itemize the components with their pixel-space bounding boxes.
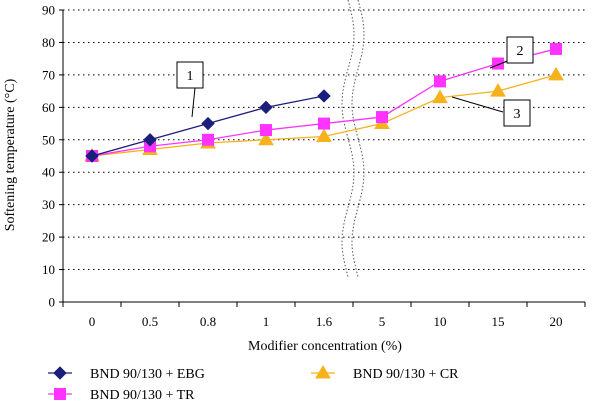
series-triangle (84, 66, 564, 162)
data-point (260, 124, 272, 137)
x-tick-label: 10 (434, 314, 447, 329)
y-axis-label: Softening temperature (°C) (3, 78, 18, 231)
callout-leader (451, 96, 504, 113)
y-tick-labels: 0 10 20 30 40 50 60 70 80 90 (42, 3, 55, 310)
y-tick-label: 30 (42, 197, 55, 212)
legend-item: BND 90/130 + CR (311, 365, 459, 382)
data-point (202, 133, 214, 146)
data-point (258, 131, 274, 146)
data-point (318, 117, 330, 130)
y-tick-label: 0 (49, 295, 56, 310)
series-line (91, 74, 557, 157)
data-point (317, 89, 331, 103)
x-tick-label: 0.5 (142, 314, 158, 329)
data-point (490, 83, 506, 97)
data-point (201, 116, 215, 131)
axes (59, 9, 586, 307)
x-tick-label: 0 (89, 314, 96, 329)
axis-break-line (341, 0, 355, 279)
grid-lines (63, 9, 585, 271)
legend-marker (53, 366, 67, 380)
x-tick-label: 0.8 (200, 314, 216, 329)
callout-label: 1 (187, 69, 194, 84)
callouts: 1 2 3 (176, 36, 534, 127)
y-tick-label: 70 (42, 67, 55, 82)
y-tick-label: 60 (42, 100, 55, 115)
x-tick-label: 5 (379, 314, 386, 329)
legend-label: BND 90/130 + EBG (90, 367, 205, 382)
series-diamond (85, 89, 331, 163)
y-tick-label: 40 (42, 165, 55, 180)
data-point (376, 111, 388, 124)
data-point (548, 66, 564, 81)
x-tick-labels: 0 0.5 0.8 1 1.6 5 10 15 20 (89, 314, 563, 329)
callout-box (176, 61, 204, 89)
legend-marker (54, 388, 66, 400)
y-tick-label: 20 (42, 230, 55, 245)
legend-label: BND 90/130 + CR (353, 367, 459, 382)
y-tick-label: 80 (42, 35, 55, 50)
data-point (259, 100, 273, 115)
axis-break (341, 0, 365, 279)
series-group (84, 42, 564, 163)
y-tick-label: 10 (42, 262, 55, 277)
x-tick-label: 20 (550, 314, 563, 329)
data-point (143, 133, 157, 147)
x-tick-label: 1 (263, 314, 270, 329)
legend-marker (315, 365, 331, 379)
legend-item: BND 90/130 + TR (48, 388, 195, 402)
callout-label: 3 (514, 107, 521, 122)
data-point (550, 42, 562, 55)
x-tick-label: 1.6 (316, 314, 333, 329)
data-point (492, 57, 504, 70)
data-point (85, 149, 99, 163)
y-tick-label: 90 (42, 3, 55, 18)
callout: 2 (489, 36, 534, 69)
data-point (316, 128, 332, 143)
callout-label: 2 (517, 44, 524, 59)
data-point (432, 89, 448, 104)
callout-box (506, 36, 534, 64)
callout-leader (191, 87, 196, 118)
legend-label: BND 90/130 + TR (90, 388, 195, 402)
callout: 1 (176, 61, 204, 118)
callout: 3 (451, 96, 531, 127)
legend-item: BND 90/130 + EBG (48, 366, 205, 382)
data-point (434, 75, 446, 88)
x-axis-label: Modifier concentration (%) (248, 339, 402, 354)
y-tick-label: 50 (42, 132, 55, 147)
x-tick-label: 15 (492, 314, 505, 329)
legend: BND 90/130 + EBG BND 90/130 + TR BND 90/13… (48, 365, 459, 402)
callout-box (503, 99, 531, 127)
